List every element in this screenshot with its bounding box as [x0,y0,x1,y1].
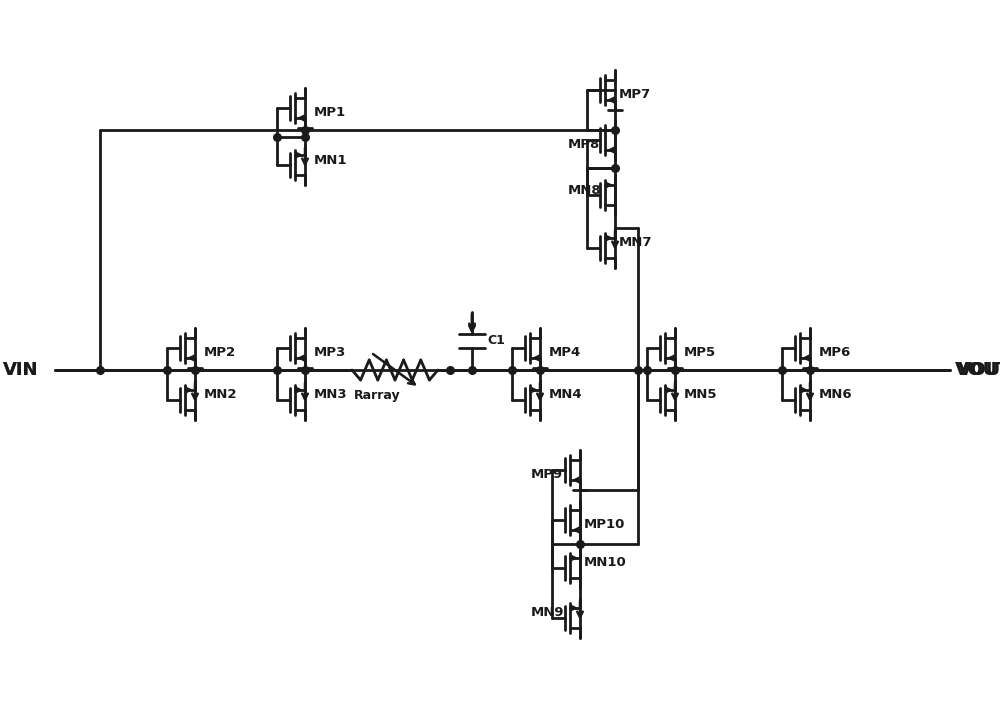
Text: MP3: MP3 [314,347,346,360]
Text: MN1: MN1 [314,154,348,167]
Text: MP9: MP9 [531,469,563,482]
Text: MN6: MN6 [819,388,853,401]
Text: C1: C1 [487,334,505,347]
Text: MP8: MP8 [568,139,600,152]
Text: MN4: MN4 [549,388,583,401]
Text: Rarray: Rarray [354,389,400,402]
Text: MN8: MN8 [568,183,602,196]
Text: MP7: MP7 [619,89,651,102]
Text: VOUT: VOUT [955,361,1000,379]
Text: MN2: MN2 [204,388,238,401]
Text: MN5: MN5 [684,388,718,401]
Text: MN3: MN3 [314,388,348,401]
Text: MP5: MP5 [684,347,716,360]
Text: MP10: MP10 [584,518,625,531]
Text: VOUT: VOUT [958,361,1000,379]
Text: MN7: MN7 [619,237,652,250]
Text: MN9: MN9 [531,606,564,619]
Text: VIN: VIN [3,361,38,379]
Text: MP4: MP4 [549,347,581,360]
Text: VIN: VIN [3,361,38,379]
Text: MP2: MP2 [204,347,236,360]
Text: MP1: MP1 [314,107,346,120]
Text: MN10: MN10 [584,557,627,570]
Text: MP6: MP6 [819,347,851,360]
